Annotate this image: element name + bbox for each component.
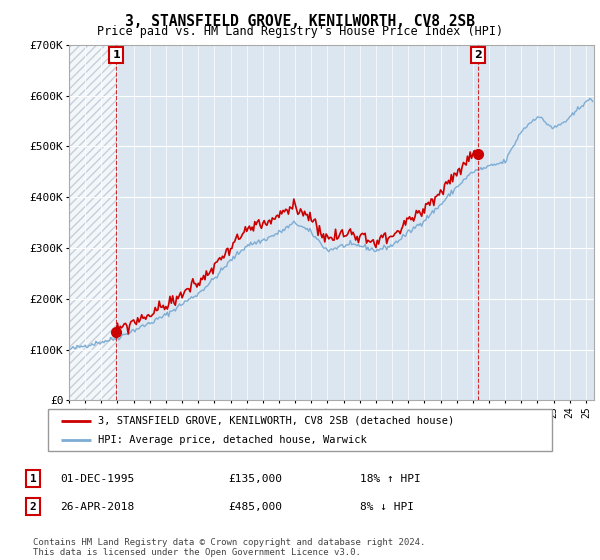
FancyBboxPatch shape	[48, 409, 552, 451]
Text: 2: 2	[474, 50, 482, 60]
Polygon shape	[69, 45, 116, 400]
Text: 2: 2	[29, 502, 37, 512]
Text: £135,000: £135,000	[228, 474, 282, 484]
Text: Price paid vs. HM Land Registry's House Price Index (HPI): Price paid vs. HM Land Registry's House …	[97, 25, 503, 38]
Text: 18% ↑ HPI: 18% ↑ HPI	[360, 474, 421, 484]
Text: 3, STANSFIELD GROVE, KENILWORTH, CV8 2SB (detached house): 3, STANSFIELD GROVE, KENILWORTH, CV8 2SB…	[98, 416, 455, 426]
Text: 1: 1	[112, 50, 120, 60]
Text: 1: 1	[29, 474, 37, 484]
Text: 26-APR-2018: 26-APR-2018	[60, 502, 134, 512]
Text: 8% ↓ HPI: 8% ↓ HPI	[360, 502, 414, 512]
Text: 01-DEC-1995: 01-DEC-1995	[60, 474, 134, 484]
Text: £485,000: £485,000	[228, 502, 282, 512]
Text: Contains HM Land Registry data © Crown copyright and database right 2024.
This d: Contains HM Land Registry data © Crown c…	[33, 538, 425, 557]
Text: 3, STANSFIELD GROVE, KENILWORTH, CV8 2SB: 3, STANSFIELD GROVE, KENILWORTH, CV8 2SB	[125, 14, 475, 29]
Text: HPI: Average price, detached house, Warwick: HPI: Average price, detached house, Warw…	[98, 435, 367, 445]
